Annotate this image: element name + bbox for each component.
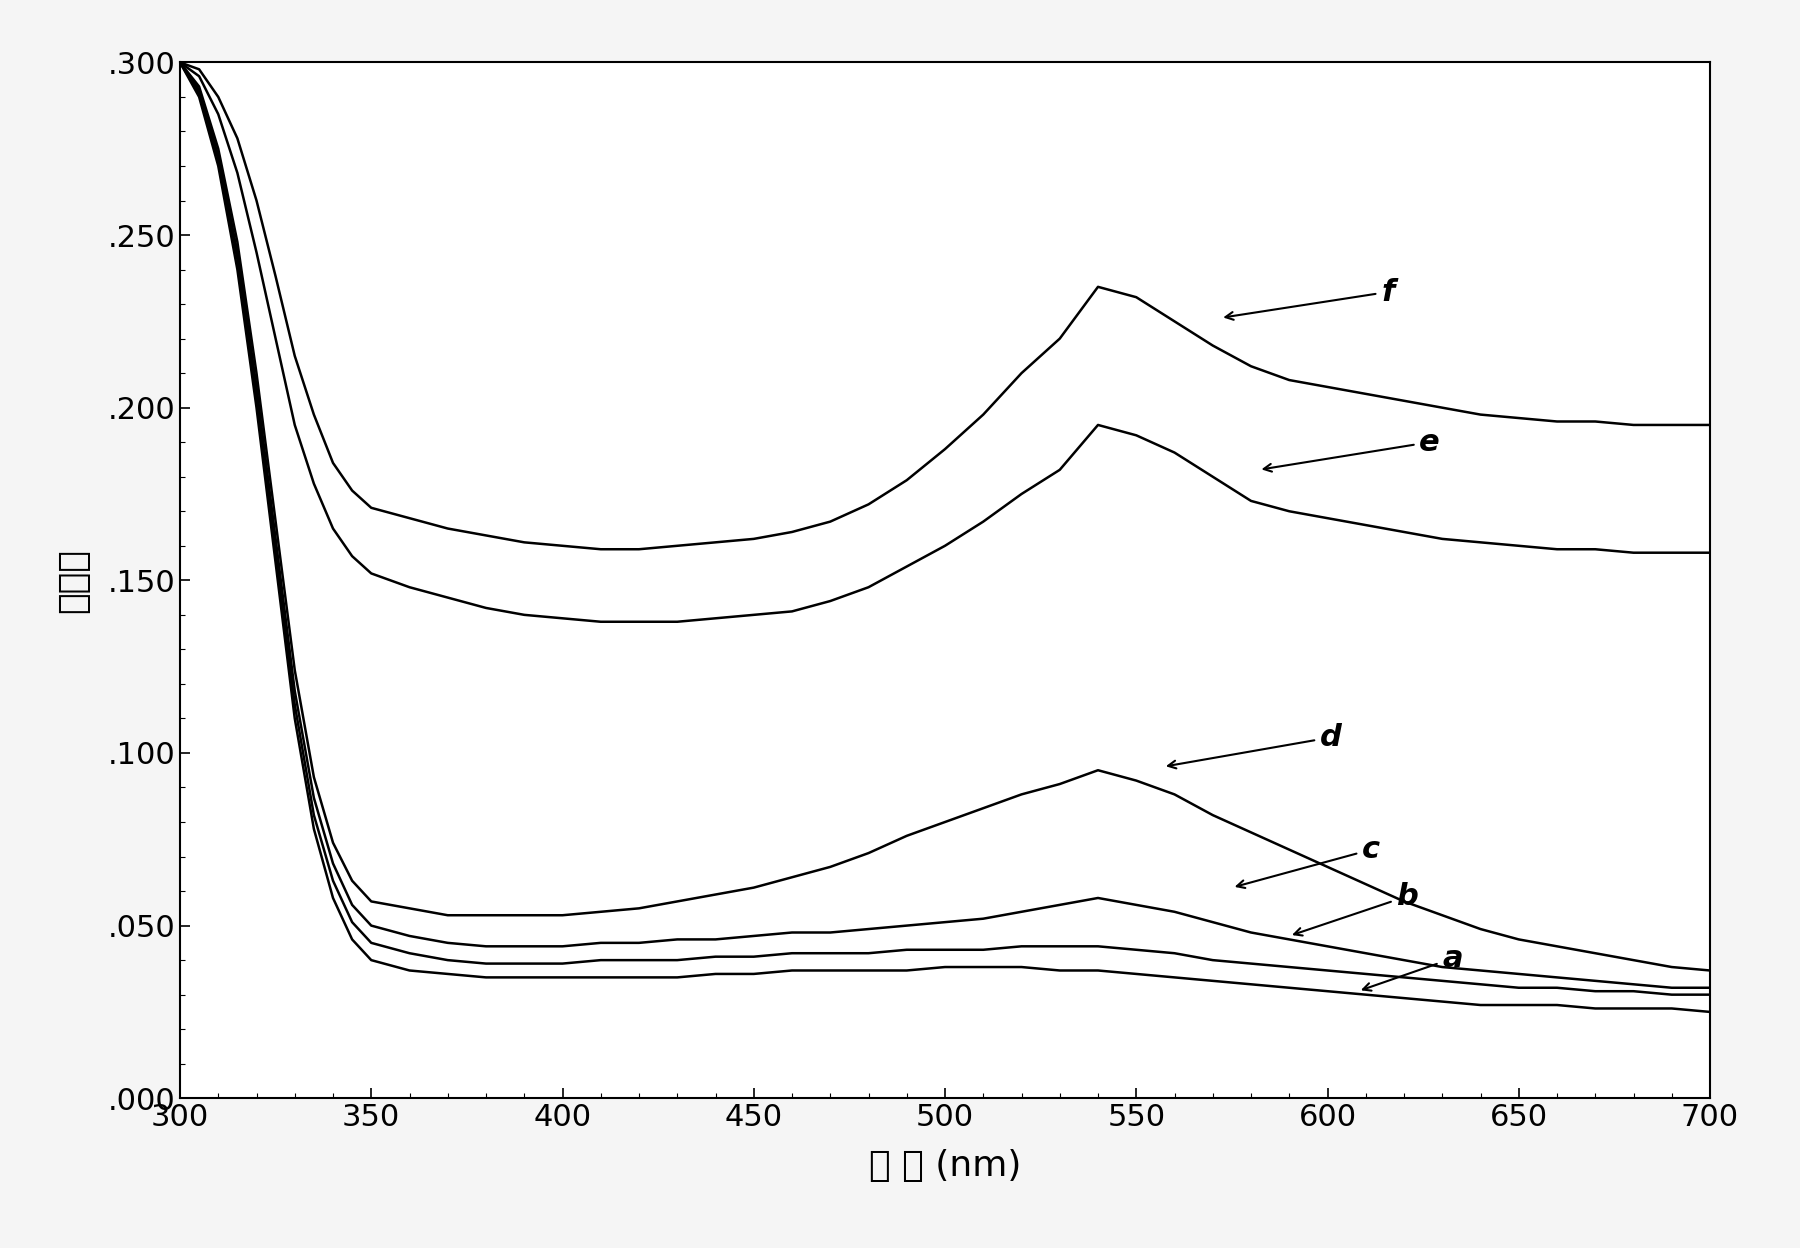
Text: d: d (1168, 723, 1341, 769)
Text: a: a (1363, 943, 1463, 991)
X-axis label: 波 长 (nm): 波 长 (nm) (869, 1148, 1021, 1183)
Text: e: e (1264, 428, 1440, 472)
Text: b: b (1294, 882, 1418, 936)
Text: f: f (1226, 277, 1395, 319)
Text: c: c (1237, 835, 1381, 889)
Y-axis label: 吸光度: 吸光度 (56, 548, 90, 613)
